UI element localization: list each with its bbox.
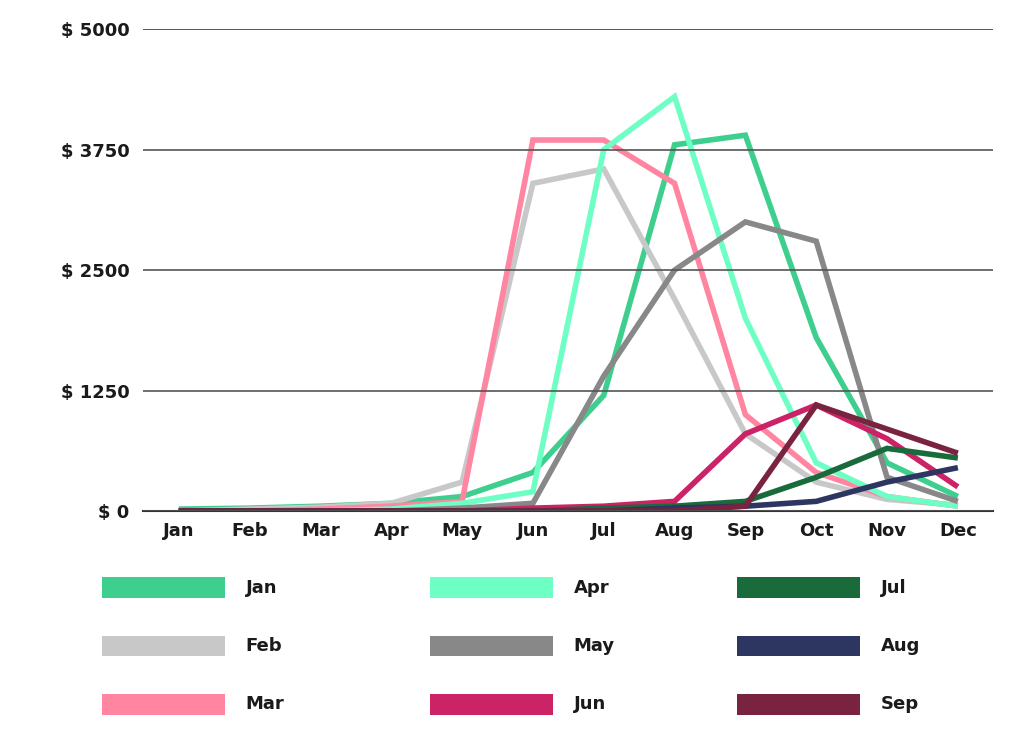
- Text: Sep: Sep: [881, 696, 919, 713]
- Text: Feb: Feb: [246, 637, 283, 655]
- Text: Jan: Jan: [246, 579, 278, 596]
- Text: Mar: Mar: [246, 696, 285, 713]
- Text: Apr: Apr: [573, 579, 609, 596]
- Text: May: May: [573, 637, 614, 655]
- Text: Aug: Aug: [881, 637, 920, 655]
- Text: Jun: Jun: [573, 696, 605, 713]
- Text: Jul: Jul: [881, 579, 906, 596]
